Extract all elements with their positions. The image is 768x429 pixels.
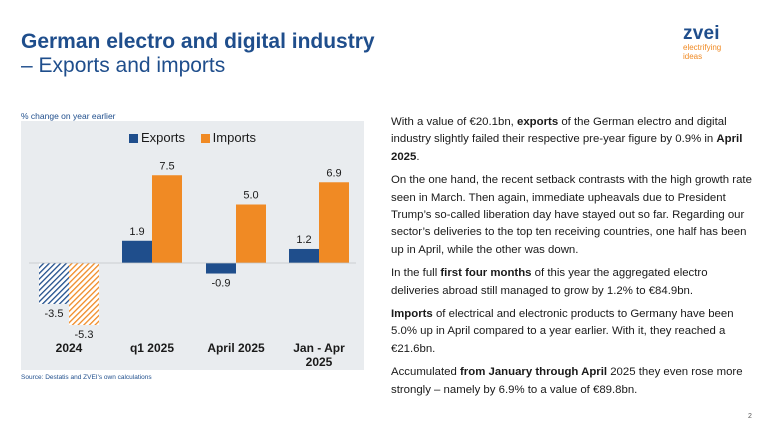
data-label-exports-q1-2025: 1.9	[129, 226, 144, 238]
chart-source: Source: Destatis and ZVEI's own calculat…	[21, 374, 152, 381]
chart-subtitle: % change on year earlier	[21, 111, 116, 121]
page-number: 2	[748, 413, 752, 420]
paragraph-3: In the full first four months of this ye…	[391, 265, 758, 300]
paragraph-1: With a value of €20.1bn, exports of the …	[391, 114, 758, 166]
bold-run-1: first four months	[440, 267, 532, 280]
category-label-2024: 2024	[56, 341, 83, 355]
chart-legend: Exports Imports	[21, 129, 364, 145]
logo-tagline-1: electrifying	[683, 43, 722, 52]
commentary-text: With a value of €20.1bn, exports of the …	[391, 114, 758, 405]
data-label-exports-jan-apr-2025: 1.2	[296, 234, 311, 246]
legend-swatch-imports	[200, 134, 210, 144]
text-run-0: In the full	[391, 267, 441, 280]
text-run-2: of this year the aggregated electro deli…	[391, 267, 708, 297]
bar-exports-q1-2025	[122, 240, 152, 263]
bold-run-1: from January through April	[460, 366, 608, 379]
logo-wordmark: zvei	[683, 23, 720, 44]
category-label-q1-2025: q1 2025	[130, 341, 174, 355]
chart-svg: -3.5 1.9 -0.9 1.2 -5.3 7.5 5.0 6.9 2024 q1 2025 Ap…	[29, 160, 356, 369]
bold-run-3: April 2025	[391, 133, 743, 163]
paragraph-4: Imports of electrical and electronic pro…	[391, 306, 758, 358]
bar-imports-jan-apr-2025	[319, 182, 349, 263]
category-label-jan-apr-2025: Jan - Apr 2025	[293, 341, 345, 369]
bar-chart: -3.5 1.9 -0.9 1.2 -5.3 7.5 5.0 6.9 2024 q1 2025 Ap…	[21, 121, 364, 370]
title-line-2: – Exports and imports	[21, 54, 226, 77]
title-line-1: German electro and digital industry	[21, 30, 375, 53]
text-run-4: .	[416, 150, 420, 163]
bar-exports-april-2025	[206, 263, 236, 274]
data-label-imports-q1-2025: 7.5	[159, 160, 174, 172]
data-label-imports-jan-apr-2025: 6.9	[326, 167, 341, 179]
paragraph-5: Accumulated from January through April 2…	[391, 364, 758, 399]
data-label-exports-april-2025: -0.9	[212, 278, 231, 290]
data-label-exports-2024: -3.5	[45, 308, 64, 320]
text-run-0: With a value of €20.1bn,	[391, 116, 518, 128]
legend-swatch-exports	[128, 134, 138, 144]
data-label-imports-april-2025: 5.0	[243, 190, 258, 202]
data-label-imports-2024: -5.3	[75, 329, 94, 341]
text-run-2: of the German electro and digital indust…	[391, 116, 727, 146]
bar-imports-april-2025	[236, 204, 266, 263]
slide-title: German electro and digital industry – Ex…	[21, 30, 541, 78]
text-run-1: of electrical and electronic products to…	[391, 308, 734, 355]
paragraph-2: On the one hand, the recent setback cont…	[391, 172, 758, 259]
legend-label-exports: Exports	[140, 130, 186, 146]
bar-exports-jan-apr-2025	[289, 248, 319, 263]
bar-exports-2024	[39, 263, 69, 304]
category-label-april-2025: April 2025	[207, 341, 265, 355]
text-run-0: On the one hand, the recent setback cont…	[391, 174, 752, 256]
bold-run-1: exports	[517, 116, 559, 128]
legend-item-imports: Imports	[200, 130, 257, 146]
bold-run-0: Imports	[391, 308, 433, 321]
bar-imports-q1-2025	[152, 175, 182, 263]
legend-item-exports: Exports	[128, 130, 186, 146]
text-run-0: Accumulated	[391, 366, 461, 379]
text-run-2: 2025 they even rose more strongly – name…	[391, 366, 743, 396]
zvei-logo: zvei electrifying ideas	[683, 24, 753, 61]
bar-imports-2024	[69, 263, 99, 326]
logo-tagline-2: ideas	[683, 51, 703, 61]
legend-label-imports: Imports	[212, 130, 257, 146]
